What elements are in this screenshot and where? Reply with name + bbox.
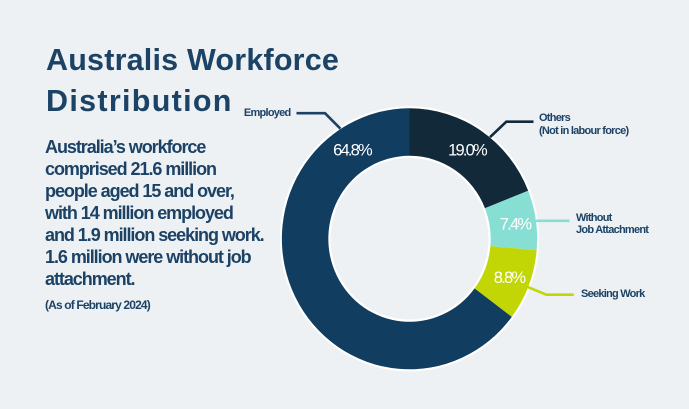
svg-text:8.8%: 8.8% <box>494 269 527 287</box>
svg-text:7.4%: 7.4% <box>500 216 533 234</box>
svg-text:64.8%: 64.8% <box>333 141 373 159</box>
svg-text:19.0%: 19.0% <box>448 141 488 159</box>
